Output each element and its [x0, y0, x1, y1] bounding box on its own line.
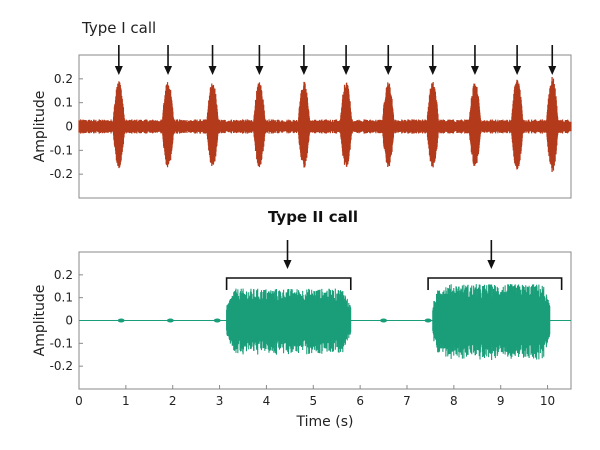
type-two-blip: [117, 318, 125, 323]
type-one-ylabel: Amplitude: [32, 91, 48, 163]
type-one-pulse: [339, 82, 353, 167]
type-two-xtick-label: 7: [403, 394, 411, 408]
type-one-ytick-label: 0: [65, 120, 73, 134]
type-one-arrow: [513, 45, 522, 75]
type-two-brackets: [225, 240, 563, 290]
type-one-arrow: [255, 45, 264, 75]
type-two-title: Type II call: [268, 208, 358, 226]
type-two-xtick-label: 10: [540, 394, 555, 408]
type-one-arrow: [299, 45, 308, 75]
type-two-waveform: [79, 284, 571, 361]
type-one-arrow: [428, 45, 437, 75]
type-two-xticks: 0 1 2 3 4 5 6 7 8 9 10: [75, 385, 555, 408]
type-one-pulse: [468, 83, 482, 166]
type-two-burst: [226, 288, 352, 355]
type-one-pulse: [426, 82, 440, 168]
type-one-arrow: [548, 45, 557, 75]
type-one-arrows: [114, 45, 557, 75]
type-one-arrow: [470, 45, 479, 75]
type-one-pulse: [112, 81, 126, 169]
type-two-xtick-label: 8: [450, 394, 458, 408]
type-one-arrow: [208, 45, 217, 75]
type-two-xtick-label: 2: [169, 394, 177, 408]
type-two-ytick-label: 0.2: [54, 268, 73, 282]
type-one-ytick-label: 0.2: [54, 72, 73, 86]
type-two-burst: [432, 284, 551, 361]
type-one-arrow: [342, 45, 351, 75]
type-one-panel: Type I call Amplitude 0.2 0.1 0 -0.1 -0.2: [32, 19, 572, 199]
type-two-arrow: [283, 240, 292, 269]
type-one-pulse: [545, 76, 559, 173]
type-two-panel: Type II call Amplitude 0.2 0.1 0 -0.1 -0.2 0…: [32, 208, 572, 430]
type-one-yticks: 0.2 0.1 0 -0.1 -0.2: [50, 72, 83, 181]
type-two-blip: [166, 318, 174, 323]
type-one-pulse: [381, 82, 395, 168]
type-one-ytick-label: -0.2: [50, 167, 73, 181]
type-one-pulse: [252, 82, 266, 168]
type-two-blip: [424, 318, 432, 323]
type-two-xtick-label: 6: [356, 394, 364, 408]
type-two-blip: [213, 318, 221, 323]
type-two-ytick-label: -0.1: [50, 336, 73, 350]
type-two-xtick-label: 0: [75, 394, 83, 408]
type-one-pulse: [161, 82, 175, 168]
type-two-xtick-label: 9: [497, 394, 505, 408]
type-two-ytick-label: 0: [65, 314, 73, 328]
type-one-noise-band: [78, 119, 572, 134]
type-two-xtick-label: 5: [309, 394, 317, 408]
type-two-ytick-label: -0.2: [50, 359, 73, 373]
type-two-xtick-label: 4: [263, 394, 271, 408]
type-two-blip: [380, 318, 388, 323]
type-one-pulse: [297, 81, 311, 168]
type-two-ylabel: Amplitude: [32, 285, 48, 357]
type-two-yticks: 0.2 0.1 0 -0.1 -0.2: [50, 268, 83, 373]
type-one-title: Type I call: [81, 19, 156, 37]
type-one-arrow: [384, 45, 393, 75]
type-two-xtick-label: 3: [216, 394, 224, 408]
type-two-xlabel: Time (s): [296, 414, 354, 430]
type-one-arrow: [114, 45, 123, 75]
type-one-pulse: [206, 83, 220, 167]
type-two-bracket: [427, 240, 563, 290]
type-two-xtick-label: 1: [122, 394, 130, 408]
type-one-ytick-label: 0.1: [54, 96, 73, 110]
type-one-pulse: [510, 79, 524, 170]
type-two-arrow: [487, 240, 496, 269]
type-one-waveform: [78, 76, 572, 173]
type-one-arrow: [164, 45, 173, 75]
type-one-ytick-label: -0.1: [50, 143, 73, 157]
type-two-bracket: [225, 240, 352, 290]
type-two-ytick-label: 0.1: [54, 291, 73, 305]
